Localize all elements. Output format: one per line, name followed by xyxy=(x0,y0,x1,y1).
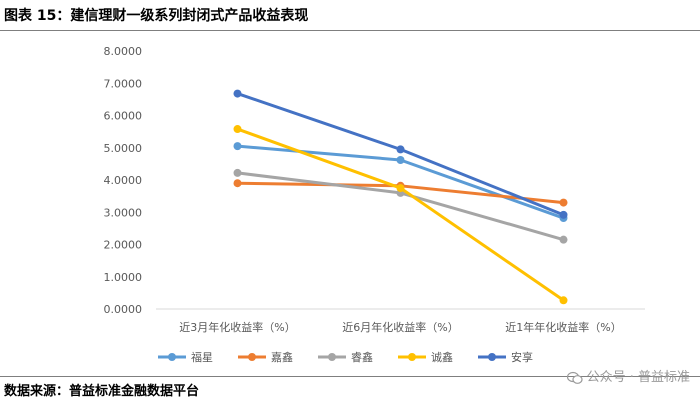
chart-title: 图表 15：建信理财一级系列封闭式产品收益表现 xyxy=(4,8,309,24)
y-tick-label: 2.0000 xyxy=(104,239,143,252)
y-tick-label: 6.0000 xyxy=(104,110,143,123)
data-point xyxy=(559,296,568,305)
legend-label: 福星 xyxy=(191,350,213,364)
data-point xyxy=(233,125,242,134)
wechat-icon xyxy=(566,371,583,385)
watermark-text: 公众号 · 普益标准 xyxy=(586,370,690,385)
series-line xyxy=(236,127,565,302)
legend-label: 睿鑫 xyxy=(351,350,373,364)
legend-label: 安享 xyxy=(511,350,533,364)
y-tick-label: 0.0000 xyxy=(104,303,143,316)
data-source: 数据来源：普益标准金融数据平台 xyxy=(4,384,200,399)
y-tick-label: 1.0000 xyxy=(104,271,143,284)
data-point xyxy=(559,235,568,244)
legend-label: 诚鑫 xyxy=(431,350,453,364)
legend-swatch-marker xyxy=(328,353,336,361)
y-tick-label: 8.0000 xyxy=(104,45,143,58)
x-tick-label: 近3月年化收益率（%） xyxy=(179,320,295,334)
legend-swatch-marker xyxy=(168,353,176,361)
source-divider xyxy=(0,376,700,377)
y-tick-label: 4.0000 xyxy=(104,174,143,187)
y-tick-label: 3.0000 xyxy=(104,206,143,219)
data-point xyxy=(233,168,242,177)
title-divider xyxy=(0,30,700,31)
data-point xyxy=(396,156,405,165)
legend-swatch-marker xyxy=(408,353,416,361)
legend-swatch-marker xyxy=(248,353,256,361)
legend-label: 嘉鑫 xyxy=(271,350,293,364)
x-tick-label: 近1年年化收益率（%） xyxy=(505,320,621,334)
legend-swatch-marker xyxy=(488,353,496,361)
data-point xyxy=(233,89,242,98)
data-point xyxy=(233,142,242,151)
data-point xyxy=(559,198,568,207)
data-point xyxy=(396,184,405,193)
data-point xyxy=(233,179,242,188)
watermark: 公众号 · 普益标准 xyxy=(566,368,690,388)
y-tick-label: 7.0000 xyxy=(104,77,143,90)
y-tick-label: 5.0000 xyxy=(104,142,143,155)
data-point xyxy=(396,145,405,154)
data-point xyxy=(559,210,568,219)
line-chart: 0.0000 1.0000 2.0000 3.0000 4.0000 5.0000 6.00… xyxy=(104,45,645,364)
x-tick-label: 近6月年化收益率（%） xyxy=(342,320,458,334)
